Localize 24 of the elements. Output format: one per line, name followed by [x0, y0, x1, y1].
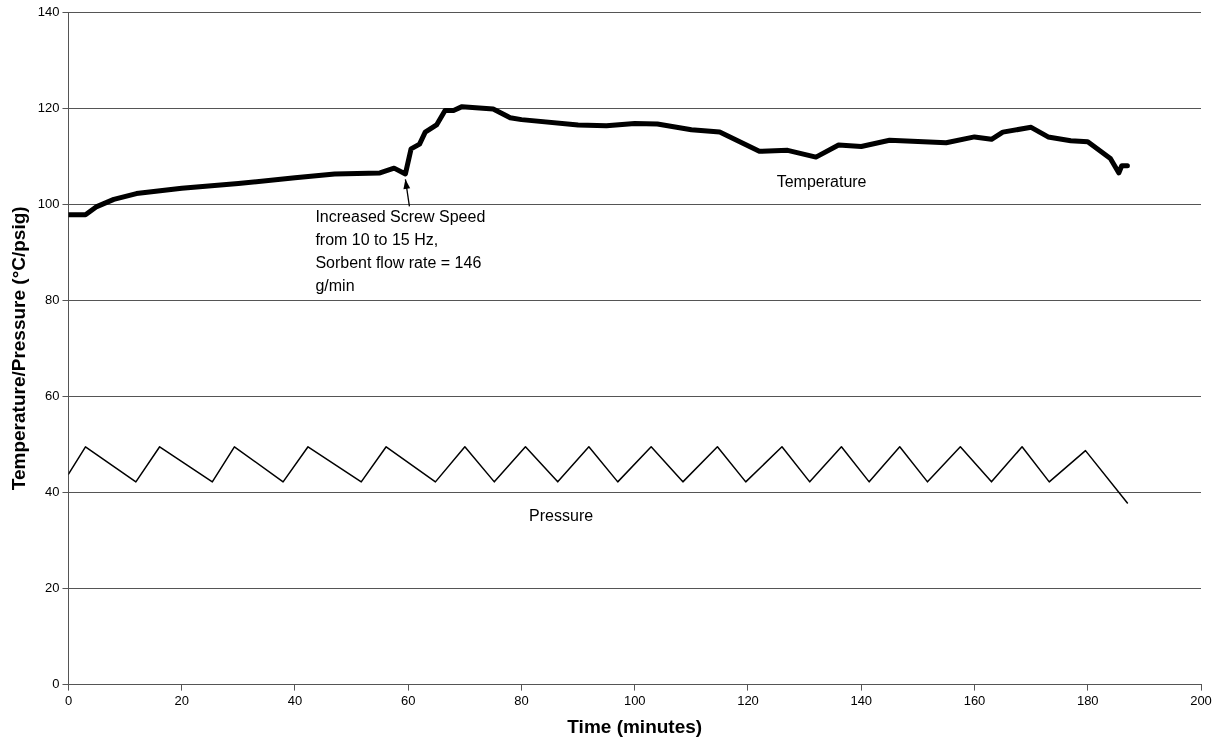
y-tick-label: 120 [37, 99, 60, 115]
x-tick-label: 160 [963, 692, 986, 708]
x-tick-label: 200 [1190, 692, 1212, 708]
y-tick-label: 100 [37, 195, 60, 211]
text: Pressure [529, 506, 594, 524]
x-tick-label: 120 [737, 692, 759, 708]
x-tick-label: 60 [401, 692, 416, 708]
y-tick-label: 80 [45, 291, 60, 307]
x-tick-label: 0 [64, 692, 73, 708]
y-tick-label: 20 [45, 580, 60, 596]
x-axis-title: Time (minutes) [567, 715, 703, 737]
annotation: Increased Screw Speed from 10 to 15 Hz, Sorbent flow rate = 146 g/min [315, 207, 486, 294]
x-tick-label: 100 [623, 692, 646, 708]
y-axis-title: Temperature/Pressure (°C/psig) [7, 206, 29, 491]
x-tick-label: 180 [1076, 692, 1099, 708]
x-tick-label: 80 [514, 692, 529, 708]
y-tick-label: 40 [45, 484, 60, 500]
y-tick-label: 0 [52, 676, 60, 692]
x-tick-label: 20 [174, 692, 189, 708]
y-tick-label: 60 [45, 387, 60, 403]
y-tick-label: 140 [37, 3, 60, 19]
x-tick-label: 40 [287, 692, 303, 708]
series-label: Temperature [776, 172, 867, 190]
x-tick-label: 140 [850, 692, 873, 708]
